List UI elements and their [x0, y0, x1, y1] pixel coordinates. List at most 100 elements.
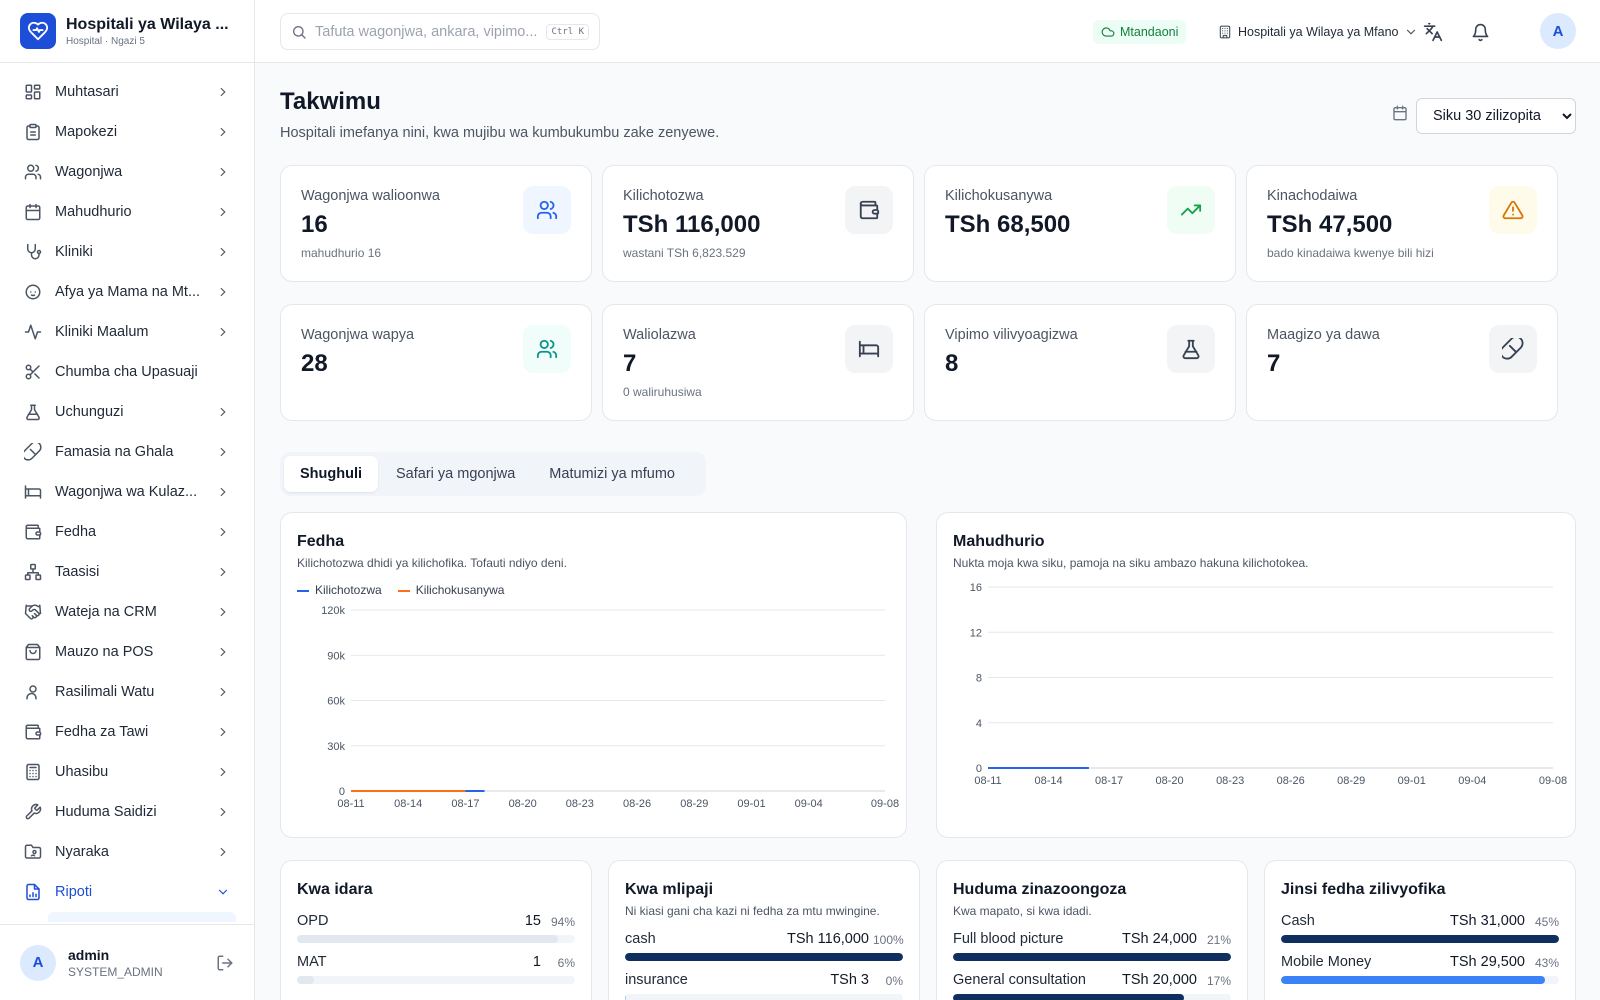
legend-item[interactable]: Kilichokusanywa: [397, 583, 505, 597]
x-tick-label: 08-26: [623, 798, 651, 810]
avatar[interactable]: A: [1540, 13, 1576, 49]
sidebar-item-7[interactable]: Kliniki Maalum: [0, 312, 254, 352]
chevron-right-icon: [216, 525, 230, 539]
row-label: OPD: [297, 913, 329, 929]
stat-label: Maagizo ya dawa: [1267, 327, 1380, 343]
sidebar-item-12[interactable]: Fedha: [0, 512, 254, 552]
stat-card: Maagizo ya dawa 7: [1246, 304, 1558, 421]
facility-switcher[interactable]: Hospitali ya Wilaya ya Mfano: [1218, 20, 1418, 44]
chevron-right-icon: [216, 725, 230, 739]
sidebar-item-13[interactable]: Taasisi: [0, 552, 254, 592]
users-icon: [24, 163, 42, 181]
chevron-right-icon: [216, 325, 230, 339]
row-value: TSh 29,500: [1450, 954, 1525, 970]
logout-icon[interactable]: [216, 954, 234, 972]
user-icon: [24, 683, 42, 701]
row-percent: 0%: [885, 974, 903, 988]
y-tick-label: 8: [976, 673, 982, 685]
brand[interactable]: Hospitali ya Wilaya ... Hospital · Ngazi…: [0, 0, 254, 63]
sidebar-item-8[interactable]: Chumba cha Upasuaji: [0, 352, 254, 392]
x-tick-label: 08-29: [1337, 775, 1365, 787]
chevron-right-icon: [216, 605, 230, 619]
sidebar-item-9[interactable]: Uchunguzi: [0, 392, 254, 432]
legend-label: Kilichokusanywa: [415, 583, 505, 597]
y-tick-label: 60k: [327, 696, 345, 708]
row-value: 1: [532, 954, 541, 970]
chevron-right-icon: [216, 85, 230, 99]
tab-bar: Shughuli Safari ya mgonjwa Matumizi ya mfu…: [280, 452, 706, 496]
sidebar-item-label: Ripoti: [55, 884, 93, 900]
avatar[interactable]: A: [20, 944, 56, 981]
breakdown-row: Mobile Money TSh 29,500 43%: [1281, 954, 1559, 994]
sidebar-item-19[interactable]: Huduma Saidizi: [0, 792, 254, 832]
card-description: Nukta moja kwa siku, pamoja na siku amba…: [953, 556, 1309, 570]
date-range-select[interactable]: Siku 30 zilizopita: [1416, 98, 1576, 134]
stat-value: 16: [301, 211, 328, 238]
stat-label: Kilichokusanywa: [945, 188, 1053, 204]
sidebar-item-3[interactable]: Wagonjwa: [0, 152, 254, 192]
sidebar-item-14[interactable]: Wateja na CRM: [0, 592, 254, 632]
x-tick-label: 09-04: [795, 798, 823, 810]
x-tick-label: 08-17: [1095, 775, 1123, 787]
x-tick-label: 08-23: [1216, 775, 1244, 787]
tab-2[interactable]: Safari ya mgonjwa: [396, 466, 516, 482]
chevron-right-icon: [216, 685, 230, 699]
progress-track: [297, 935, 575, 943]
sidebar-item-4[interactable]: Mahudhurio: [0, 192, 254, 232]
sidebar-item-6[interactable]: Afya ya Mama na Mt...: [0, 272, 254, 312]
card-description: Kilichotozwa dhidi ya kilichofika. Tofau…: [297, 556, 567, 570]
language-icon[interactable]: [1420, 19, 1446, 45]
row-percent: 100%: [873, 933, 904, 947]
row-percent: 21%: [1206, 933, 1231, 947]
search-input[interactable]: [315, 23, 539, 40]
sidebar-item-16[interactable]: Rasilimali Watu: [0, 672, 254, 712]
finance-chart-card: Fedha Kilichotozwa dhidi ya kilichofika.…: [280, 512, 907, 838]
progress-fill: [953, 994, 1184, 1000]
sidebar-item-label: Afya ya Mama na Mt...: [55, 284, 201, 300]
sidebar-item-18[interactable]: Uhasibu: [0, 752, 254, 792]
sidebar-item-1[interactable]: Muhtasari: [0, 72, 254, 112]
sidebar-item-21[interactable]: Ripoti: [0, 872, 254, 912]
sidebar-item-label: Wateja na CRM: [55, 604, 157, 620]
pill-icon: [1489, 325, 1537, 373]
calendar-icon: [24, 203, 42, 221]
search-box[interactable]: Ctrl K: [280, 13, 600, 50]
tab-1[interactable]: Shughuli: [284, 456, 379, 492]
calendar-icon: [1392, 105, 1410, 123]
sidebar-item-5[interactable]: Kliniki: [0, 232, 254, 272]
y-tick-label: 0: [976, 763, 982, 775]
chevron-right-icon: [216, 245, 230, 259]
sidebar-item-20[interactable]: Nyaraka: [0, 832, 254, 872]
users-icon: [523, 325, 571, 373]
sidebar-item-label: Chumba cha Upasuaji: [55, 364, 198, 380]
row-label: Cash: [1281, 913, 1315, 929]
submenu-item[interactable]: [48, 912, 236, 922]
sidebar-item-label: Taasisi: [55, 564, 100, 580]
legend-item[interactable]: Kilichotozwa: [297, 583, 382, 597]
y-tick-label: 16: [970, 582, 982, 594]
stat-value: TSh 68,500: [945, 211, 1071, 238]
stat-label: Wagonjwa walioonwa: [301, 188, 440, 204]
stethoscope-icon: [24, 243, 42, 261]
progress-fill: [625, 953, 903, 961]
progress-fill: [625, 994, 627, 1000]
sidebar-item-15[interactable]: Mauzo na POS: [0, 632, 254, 672]
sidebar-item-2[interactable]: Mapokezi: [0, 112, 254, 152]
building-icon: [1218, 25, 1232, 39]
topbar: Ctrl K Mtandaoni Hospitali ya Wilaya ya …: [255, 0, 1600, 63]
chevron-right-icon: [216, 405, 230, 419]
card-title: Fedha: [297, 533, 345, 550]
sidebar-item-label: Wagonjwa: [55, 164, 123, 180]
flask-icon: [24, 403, 42, 421]
x-tick-label: 08-14: [394, 798, 422, 810]
sidebar-item-17[interactable]: Fedha za Tawi: [0, 712, 254, 752]
x-tick-label: 08-23: [566, 798, 594, 810]
bell-icon[interactable]: [1467, 19, 1493, 45]
sidebar-item-10[interactable]: Famasia na Ghala: [0, 432, 254, 472]
visits-chart: 0 4 8 12 16 08-11 08-14 08-17 08-20 08-23 08-26 08-…: [970, 582, 1567, 787]
sidebar-nav: Muhtasari Mapokezi Wagonjwa Mahudhurio Klini…: [0, 63, 254, 923]
row-percent: 6%: [557, 956, 575, 970]
tab-3[interactable]: Matumizi ya mfumo: [549, 466, 675, 482]
sidebar-item-11[interactable]: Wagonjwa wa Kulaz...: [0, 472, 254, 512]
x-tick-label: 08-11: [337, 798, 364, 810]
